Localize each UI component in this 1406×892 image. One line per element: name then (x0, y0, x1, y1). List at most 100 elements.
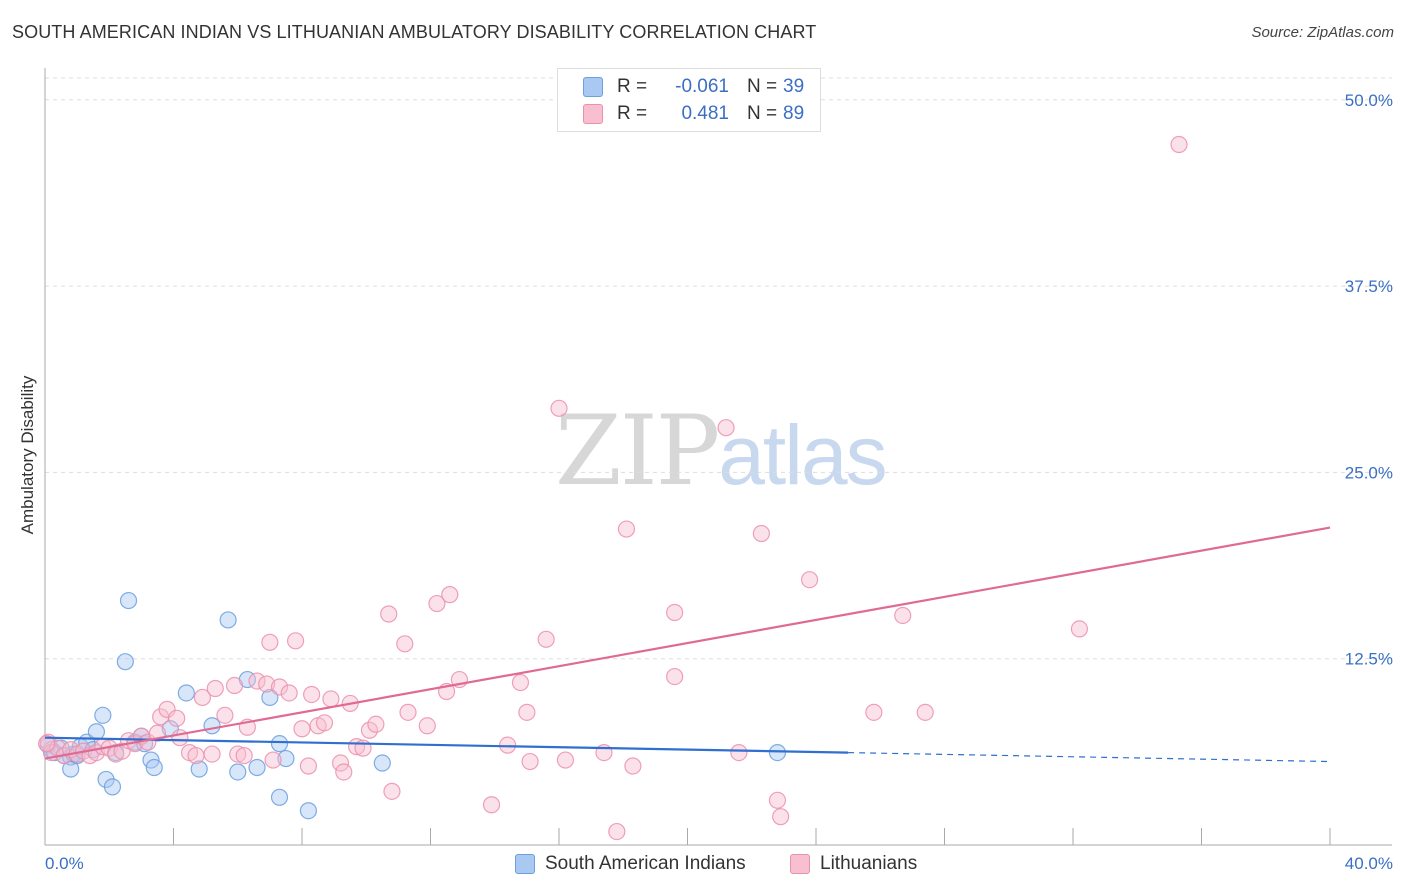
legend-n-label: N = (747, 103, 778, 124)
y-tick-label: 25.0% (1345, 463, 1393, 482)
point-south-american-indian (87, 723, 106, 741)
point-lithuanian (270, 678, 289, 696)
point-lithuanian (315, 714, 334, 732)
source-label: Source: ZipAtlas.com (1251, 24, 1394, 41)
bottom-legend-south-american-indians: South American Indians (515, 852, 746, 876)
point-lithuanian (666, 603, 684, 622)
legend-r-label: R = (617, 76, 648, 97)
point-lithuanian (225, 676, 244, 695)
point-lithuanian (1170, 135, 1188, 154)
legend-row-south-american-indians: R = -0.061 N = 39 (583, 75, 804, 99)
point-lithuanian (261, 633, 279, 651)
point-lithuanian (511, 673, 530, 692)
point-lithuanian (752, 524, 770, 543)
point-lithuanian (258, 675, 276, 693)
point-lithuanian (264, 751, 282, 769)
point-lithuanian (168, 709, 186, 727)
point-lithuanian (608, 822, 626, 841)
point-lithuanian (383, 782, 401, 800)
point-south-american-indian (190, 760, 208, 778)
legend-r-value: 0.481 (681, 103, 729, 124)
point-lithuanian (418, 717, 436, 735)
point-south-american-indian (119, 591, 138, 610)
point-lithuanian (280, 684, 298, 702)
correlation-legend: R = -0.061 N = 39 R = 0.481 N = 89 (557, 68, 821, 132)
point-lithuanian (193, 688, 212, 707)
point-lithuanian (299, 757, 318, 775)
point-south-american-indian (270, 735, 289, 753)
point-south-american-indian (94, 706, 112, 724)
point-lithuanian (203, 745, 221, 763)
bottom-legend-lithuanians: Lithuanians (790, 852, 917, 876)
point-south-american-indian (229, 763, 247, 781)
y-axis-label: Ambulatory Disability (18, 375, 37, 535)
y-tick-label: 12.5% (1345, 650, 1393, 669)
point-lithuanian (367, 715, 385, 733)
point-lithuanian (768, 791, 787, 809)
point-lithuanian (894, 606, 912, 625)
point-lithuanian (800, 571, 819, 589)
point-south-american-indian (248, 758, 266, 777)
point-lithuanian (482, 796, 501, 814)
bottom-legend-swatch-blue (515, 854, 535, 874)
point-lithuanian (1070, 620, 1089, 638)
point-lithuanian (248, 672, 266, 690)
watermark: ZIPatlas (555, 395, 888, 507)
point-lithuanian (216, 706, 234, 724)
point-lithuanian (206, 679, 224, 698)
chart-title: SOUTH AMERICAN INDIAN VS LITHUANIAN AMBU… (12, 22, 817, 42)
bottom-legend-swatch-pink (790, 854, 810, 874)
point-south-american-indian (177, 684, 195, 702)
point-lithuanian (399, 703, 417, 721)
legend-row-lithuanians: R = 0.481 N = 89 (583, 102, 804, 126)
watermark-zip: ZIP (555, 395, 720, 507)
point-lithuanian (38, 735, 56, 753)
legend-n-label: N = (747, 76, 778, 97)
point-lithuanian (293, 720, 311, 738)
point-lithuanian (537, 630, 555, 648)
point-lithuanian (865, 703, 883, 721)
point-south-american-indian (203, 717, 221, 735)
point-south-american-indian (768, 743, 787, 762)
point-lithuanian (624, 757, 642, 775)
legend-swatch-blue (583, 77, 603, 97)
trend-line-lithuanians (44, 526, 1331, 760)
point-lithuanian (303, 685, 321, 704)
legend-r-label: R = (617, 103, 648, 124)
point-lithuanian (521, 752, 539, 771)
legend-n-value: 39 (783, 76, 805, 97)
point-south-american-indian (299, 802, 318, 820)
legend-swatch-pink (583, 104, 603, 124)
bottom-legend-label: Lithuanians (820, 853, 918, 874)
point-lithuanian (171, 729, 189, 747)
watermark-atlas: atlas (718, 408, 887, 502)
point-lithuanian (360, 721, 379, 739)
point-lithuanian (335, 763, 353, 781)
point-south-american-indian (145, 758, 163, 777)
legend-r-value: -0.061 (675, 76, 729, 97)
point-lithuanian (331, 754, 350, 772)
x-tick-label: 40.0% (1345, 854, 1393, 873)
point-lithuanian (113, 742, 131, 760)
point-south-american-indian (219, 611, 237, 629)
point-lithuanian (380, 605, 398, 623)
point-lithuanian (772, 808, 790, 826)
point-lithuanian (286, 632, 305, 650)
point-lithuanian (550, 399, 568, 417)
point-south-american-indian (373, 754, 391, 772)
point-south-american-indian (277, 749, 295, 768)
point-lithuanian (518, 703, 536, 721)
trend-line-south-american-indians (44, 736, 849, 754)
point-lithuanian (556, 751, 575, 769)
point-lithuanian (428, 594, 446, 613)
point-lithuanian (187, 746, 205, 765)
y-tick-label: 50.0% (1345, 91, 1393, 110)
y-tick-label: 37.5% (1345, 277, 1393, 296)
point-lithuanian (229, 745, 247, 763)
point-lithuanian (322, 690, 340, 708)
point-lithuanian (666, 667, 684, 686)
point-lithuanian (235, 746, 253, 765)
point-south-american-indian (270, 788, 289, 806)
point-lithuanian (441, 586, 459, 604)
